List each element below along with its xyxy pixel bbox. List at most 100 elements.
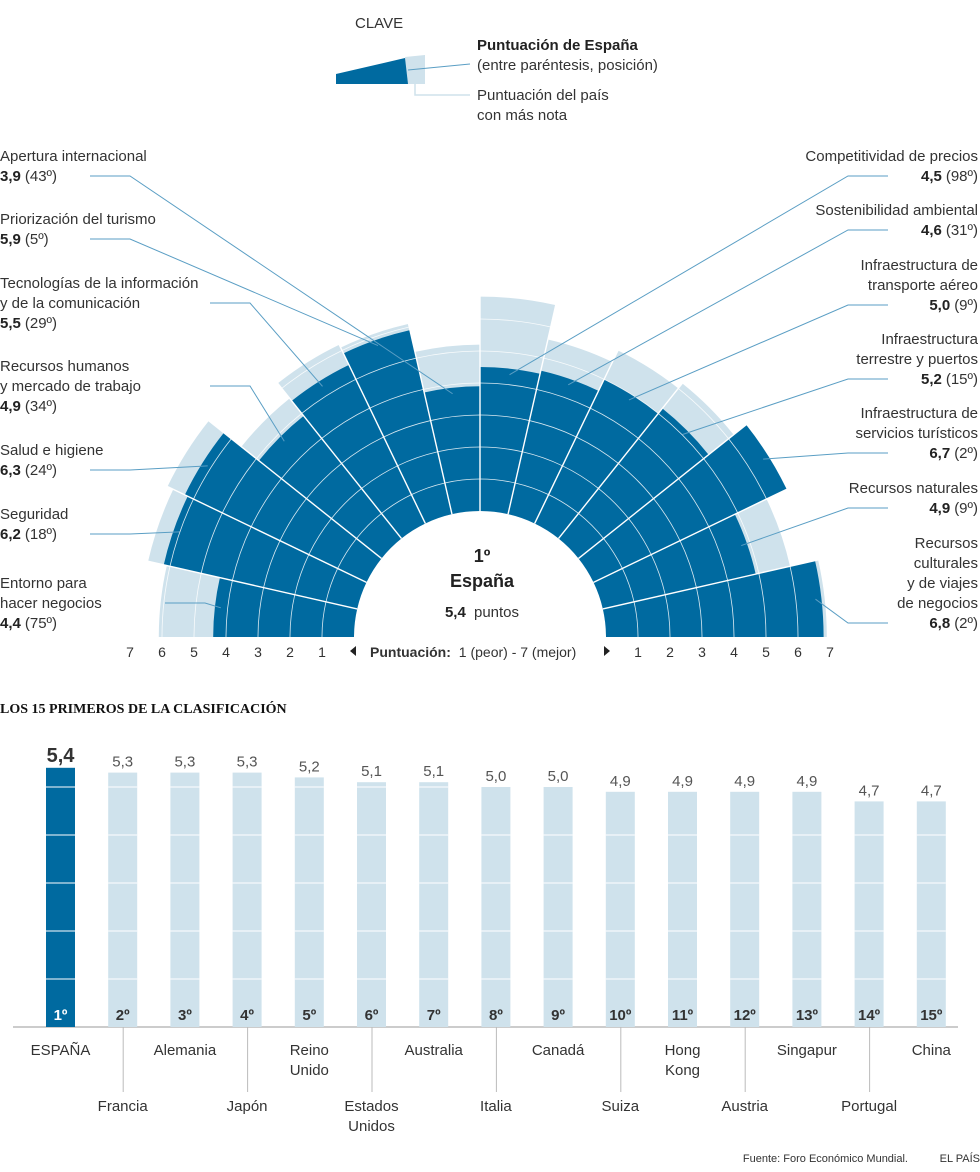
leader-line bbox=[90, 465, 208, 471]
bar-category-label: Unidos bbox=[348, 1118, 395, 1135]
polar-gridline bbox=[193, 438, 232, 500]
category-name: Recursos bbox=[915, 535, 978, 552]
polar-gridline bbox=[529, 420, 577, 438]
category-name: Infraestructura bbox=[881, 331, 978, 348]
polar-gridline bbox=[341, 326, 410, 351]
bar-category-label: Kong bbox=[665, 1062, 700, 1079]
category-name: Sostenibilidad ambiental bbox=[815, 202, 978, 219]
category-name: Seguridad bbox=[0, 506, 68, 523]
bar-rank-label: 6º bbox=[365, 1007, 379, 1024]
polar-gridline bbox=[263, 540, 281, 588]
bar bbox=[668, 791, 697, 1027]
bar-rank-label: 11º bbox=[672, 1007, 694, 1024]
key-best-leader bbox=[414, 84, 470, 96]
polar-spain-bar bbox=[558, 408, 709, 559]
polar-gridline bbox=[543, 357, 605, 380]
category-value: 3,9 (43º) bbox=[0, 168, 57, 185]
category-name: hacer negocios bbox=[0, 595, 102, 612]
scale-tick-right: 2 bbox=[666, 644, 674, 660]
polar-category-label: Sostenibilidad ambiental 4,6 (31º) bbox=[815, 202, 978, 239]
polar-gridline bbox=[306, 463, 342, 499]
polar-gridline bbox=[479, 414, 530, 421]
value-rank: (75º) bbox=[25, 615, 57, 632]
bar-value-label: 5,4 bbox=[47, 745, 76, 767]
bar-rank-label: 3º bbox=[178, 1007, 192, 1024]
bar-rank-label: 2º bbox=[116, 1007, 130, 1024]
polar-spain-bar bbox=[534, 379, 659, 539]
polar-category-label: Recursos naturales 4,9 (9º) bbox=[849, 480, 978, 517]
polar-gridline bbox=[423, 382, 481, 390]
scale-tick-left: 6 bbox=[158, 644, 166, 660]
bar-rank-label: 14º bbox=[858, 1007, 881, 1024]
polar-separator bbox=[137, 558, 358, 610]
polar-gridline bbox=[703, 458, 739, 514]
scale-label: Puntuación: 1 (peor) - 7 (mejor) bbox=[370, 644, 576, 660]
value-bold: 5,5 bbox=[0, 315, 21, 332]
value-rank: (5º) bbox=[25, 231, 49, 248]
value-rank: (31º) bbox=[946, 222, 978, 239]
polar-spain-bars bbox=[163, 330, 824, 637]
polar-gridline bbox=[383, 420, 431, 438]
polar-gridline bbox=[221, 458, 257, 514]
bar-value-label: 4,7 bbox=[859, 782, 880, 799]
value-bold: 6,3 bbox=[0, 462, 21, 479]
polar-separator bbox=[507, 294, 559, 515]
bar-category-label: Reino bbox=[290, 1042, 329, 1059]
bar-value-label: 4,9 bbox=[672, 773, 693, 790]
bar-chart: 5,4 1º ESPAÑA 5,3 2º Francia 5,3 3º Alemania 5,3 4… bbox=[13, 745, 958, 1135]
bar-value-label: 5,0 bbox=[548, 768, 569, 785]
value-bold: 6,7 bbox=[929, 445, 950, 462]
leader-line bbox=[90, 175, 453, 395]
polar-gridline bbox=[479, 350, 544, 359]
value-bold: 5,2 bbox=[921, 371, 942, 388]
bar-category-label: Portugal bbox=[841, 1098, 897, 1115]
bar-category-label: Canadá bbox=[532, 1042, 585, 1059]
polar-spain-bar bbox=[480, 367, 541, 515]
polar-gridline bbox=[430, 414, 481, 421]
value-rank: (18º) bbox=[25, 526, 57, 543]
bar-category-label: Hong bbox=[665, 1042, 701, 1059]
leader-line bbox=[210, 302, 323, 387]
leader-line bbox=[568, 229, 888, 386]
scale-tick-left: 3 bbox=[254, 644, 262, 660]
scale-label-rest: 1 (peor) - 7 (mejor) bbox=[459, 644, 576, 660]
polar-category-labels: Entorno para hacer negocios 4,4 (75º) Seguri… bbox=[0, 148, 979, 632]
bar-category-label: ESPAÑA bbox=[31, 1042, 91, 1059]
value-bold: 4,9 bbox=[929, 500, 950, 517]
category-name: y de viajes bbox=[907, 575, 978, 592]
category-name: transporte aéreo bbox=[868, 277, 978, 294]
polar-gridline bbox=[789, 566, 799, 638]
footer-source: Fuente: Foro Económico Mundial. bbox=[743, 1153, 908, 1165]
value-bold: 5,9 bbox=[0, 231, 21, 248]
bar bbox=[605, 791, 635, 1027]
category-value: 6,7 (2º) bbox=[929, 445, 978, 462]
polar-gridline bbox=[169, 498, 194, 567]
leader-line bbox=[763, 452, 888, 460]
bar-rank-label: 8º bbox=[489, 1007, 503, 1024]
bar-value-label: 5,2 bbox=[299, 758, 320, 775]
scale-tick-left: 5 bbox=[190, 644, 198, 660]
polar-leader-lines bbox=[90, 175, 888, 624]
polar-gridline bbox=[658, 413, 704, 459]
polar-gridline bbox=[618, 463, 654, 499]
value-rank: (9º) bbox=[954, 500, 978, 517]
polar-category-label: Infraestructura terrestre y puertos 5,2 (15… bbox=[856, 331, 978, 388]
polar-separator bbox=[260, 361, 402, 539]
category-name: culturales bbox=[914, 555, 978, 572]
polar-gridline bbox=[161, 566, 171, 638]
bar bbox=[481, 787, 511, 1027]
bar bbox=[232, 772, 262, 1027]
category-name: Salud e higiene bbox=[0, 442, 103, 459]
scale-axis: Puntuación: 1 (peor) - 7 (mejor) 7 6 5 4 3 2 1… bbox=[126, 644, 834, 660]
polar-gridline bbox=[279, 498, 307, 541]
bar-chart-title: LOS 15 PRIMEROS DE LA CLASIFICACIÓN bbox=[0, 700, 287, 717]
polar-gridline bbox=[479, 318, 551, 328]
value-bold: 4,5 bbox=[921, 168, 942, 185]
polar-category-label: Entorno para hacer negocios 4,4 (75º) bbox=[0, 575, 102, 632]
bar-value-label: 4,9 bbox=[796, 773, 817, 790]
value-bold: 5,0 bbox=[929, 297, 950, 314]
polar-gridline bbox=[321, 407, 370, 439]
category-value: 6,8 (2º) bbox=[929, 615, 978, 632]
polar-gridline bbox=[231, 526, 252, 581]
